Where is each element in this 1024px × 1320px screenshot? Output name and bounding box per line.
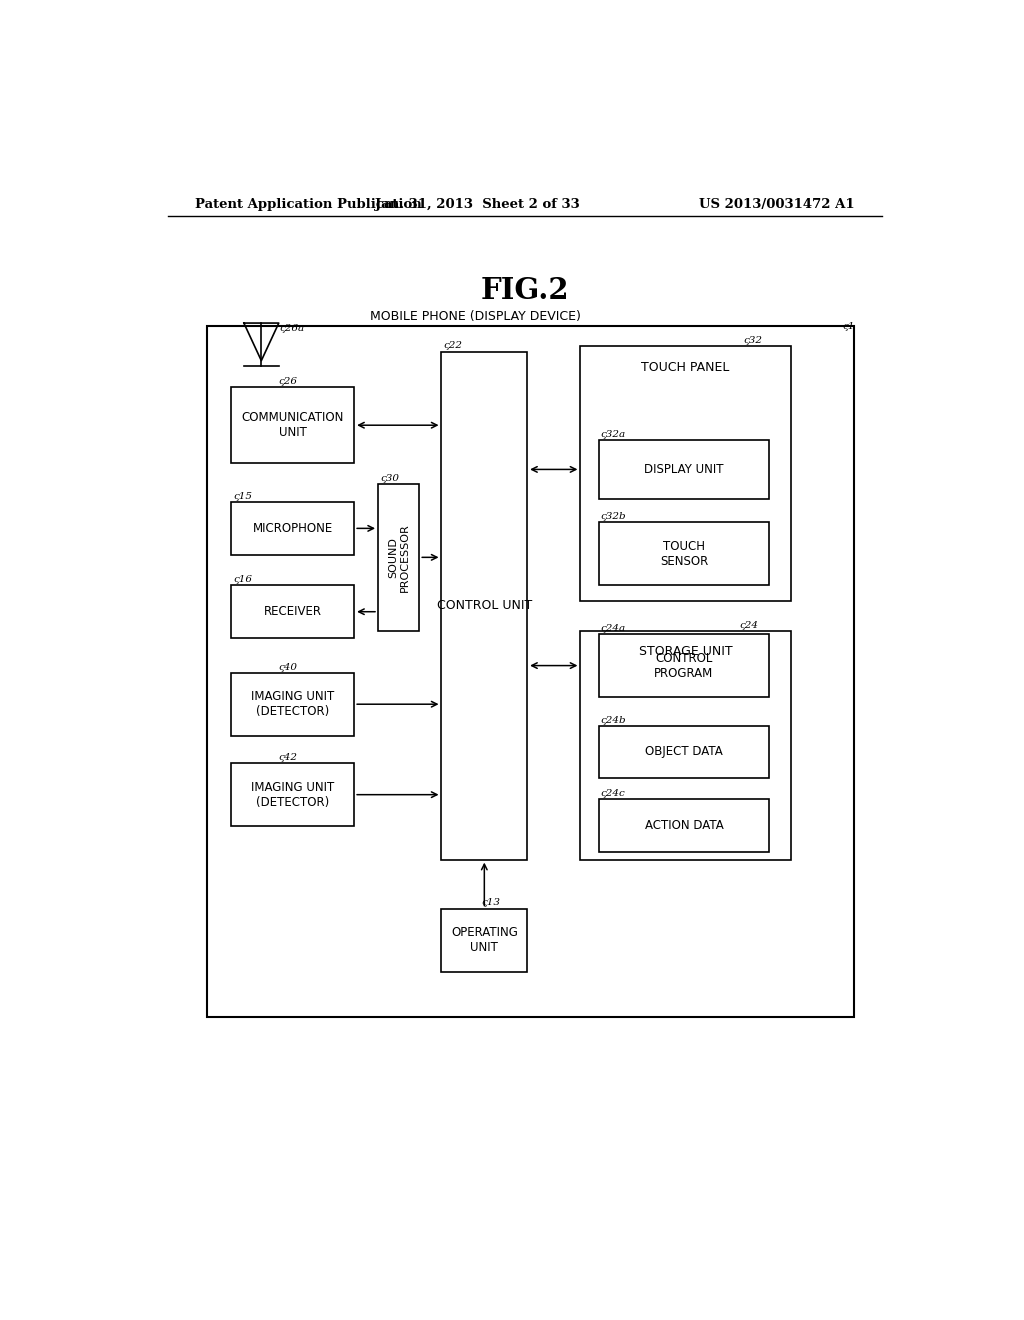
Bar: [231, 585, 354, 638]
Text: COMMUNICATION
UNIT: COMMUNICATION UNIT: [242, 412, 344, 440]
Text: MICROPHONE: MICROPHONE: [253, 521, 333, 535]
Bar: [599, 799, 769, 851]
Text: RECEIVER: RECEIVER: [263, 605, 322, 618]
Text: ς24a: ς24a: [601, 624, 626, 634]
Text: STORAGE UNIT: STORAGE UNIT: [639, 645, 732, 659]
Text: ACTION DATA: ACTION DATA: [644, 818, 723, 832]
Text: ς15: ς15: [233, 492, 253, 500]
Text: Patent Application Publication: Patent Application Publication: [196, 198, 422, 211]
Text: ς24c: ς24c: [601, 789, 626, 797]
Text: OBJECT DATA: OBJECT DATA: [645, 746, 723, 759]
Text: IMAGING UNIT
(DETECTOR): IMAGING UNIT (DETECTOR): [251, 690, 334, 718]
Text: ς32b: ς32b: [601, 512, 627, 521]
Text: CONTROL
PROGRAM: CONTROL PROGRAM: [654, 652, 714, 680]
Bar: [441, 351, 527, 859]
Text: ς32a: ς32a: [601, 430, 626, 440]
Bar: [207, 326, 854, 1018]
Text: ς22: ς22: [443, 342, 463, 351]
Bar: [599, 440, 769, 499]
Text: SOUND
PROCESSOR: SOUND PROCESSOR: [388, 523, 410, 591]
Bar: [231, 502, 354, 554]
Text: ς32: ς32: [743, 337, 762, 346]
Text: ς26: ς26: [279, 378, 298, 385]
Bar: [581, 631, 791, 859]
Text: MOBILE PHONE (DISPLAY DEVICE): MOBILE PHONE (DISPLAY DEVICE): [370, 310, 581, 323]
Text: TOUCH PANEL: TOUCH PANEL: [641, 360, 730, 374]
Text: ς42: ς42: [279, 754, 298, 762]
Text: Jan. 31, 2013  Sheet 2 of 33: Jan. 31, 2013 Sheet 2 of 33: [375, 198, 580, 211]
Text: ς26a: ς26a: [280, 325, 305, 333]
Text: ς40: ς40: [279, 663, 298, 672]
Bar: [599, 634, 769, 697]
Text: ς24: ς24: [739, 620, 758, 630]
Text: OPERATING
UNIT: OPERATING UNIT: [451, 927, 518, 954]
Text: DISPLAY UNIT: DISPLAY UNIT: [644, 463, 724, 477]
Text: US 2013/0031472 A1: US 2013/0031472 A1: [698, 198, 854, 211]
Bar: [231, 763, 354, 826]
Text: ς1: ς1: [842, 322, 855, 331]
Text: ς30: ς30: [380, 474, 399, 483]
Text: FIG.2: FIG.2: [480, 276, 569, 305]
Text: TOUCH
SENSOR: TOUCH SENSOR: [659, 540, 708, 568]
Text: ς13: ς13: [481, 899, 500, 907]
Bar: [599, 726, 769, 779]
Bar: [441, 908, 527, 972]
Bar: [378, 483, 419, 631]
Text: IMAGING UNIT
(DETECTOR): IMAGING UNIT (DETECTOR): [251, 780, 334, 809]
Bar: [599, 523, 769, 585]
Text: ς16: ς16: [233, 576, 253, 585]
Bar: [581, 346, 791, 601]
Text: ς24b: ς24b: [601, 715, 627, 725]
Bar: [231, 673, 354, 735]
Bar: [231, 387, 354, 463]
Text: CONTROL UNIT: CONTROL UNIT: [436, 599, 531, 612]
